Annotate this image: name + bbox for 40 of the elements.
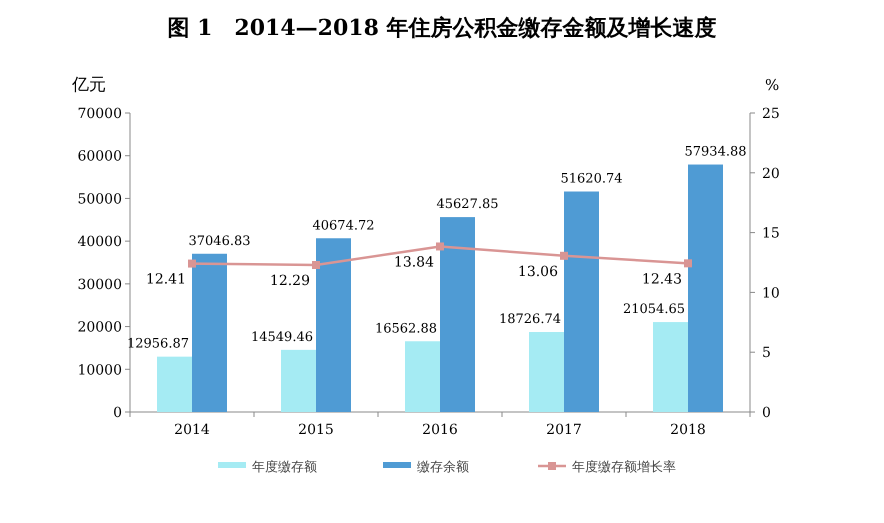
data-label: 12.43 [642,271,682,288]
legend-label: 年度缴存额增长率 [572,460,676,475]
y2tick: 0 [762,405,771,421]
xtick: 2015 [298,422,334,438]
xtick: 2016 [422,422,458,438]
ytick: 70000 [77,106,122,122]
data-label: 12.41 [146,272,186,288]
data-label: 14549.46 [250,330,313,345]
legend-label: 年度缴存额 [252,460,317,475]
data-label: 13.06 [518,264,558,280]
xtick: 2017 [546,422,582,438]
data-label: 12.29 [270,273,310,289]
data-label: 40674.72 [312,218,375,234]
legend-label: 缴存余额 [417,460,469,475]
data-label: 16562.88 [374,321,437,336]
y2tick: 25 [762,106,780,122]
y2tick: 5 [762,345,771,362]
ytick: 60000 [77,148,122,165]
data-label: 18726.74 [498,312,561,327]
ytick: 10000 [77,362,122,378]
data-label: 37046.83 [188,234,251,249]
y2tick: 10 [762,285,780,302]
data-label: 45627.85 [436,197,499,212]
y2label: % [765,76,780,94]
data-label: 12956.87 [126,336,189,352]
y2tick: 15 [762,226,780,242]
xtick: 2018 [670,422,706,438]
y2tick: 20 [762,166,780,182]
data-label: 57934.88 [684,144,747,160]
ytick: 30000 [77,276,122,293]
ylabel: 亿元 [72,75,106,95]
ytick: 20000 [77,320,122,336]
data-label: 51620.74 [560,172,623,186]
xtick: 2014 [174,422,210,438]
data-label: 21054.65 [622,302,685,318]
ytick: 40000 [77,234,122,250]
data-label: 13.84 [394,254,434,270]
title: 图 1 2014—2018 年住房公积金缴存金额及增长速度 [167,15,717,41]
ytick: 0 [113,405,122,421]
ytick: 50000 [77,191,122,208]
